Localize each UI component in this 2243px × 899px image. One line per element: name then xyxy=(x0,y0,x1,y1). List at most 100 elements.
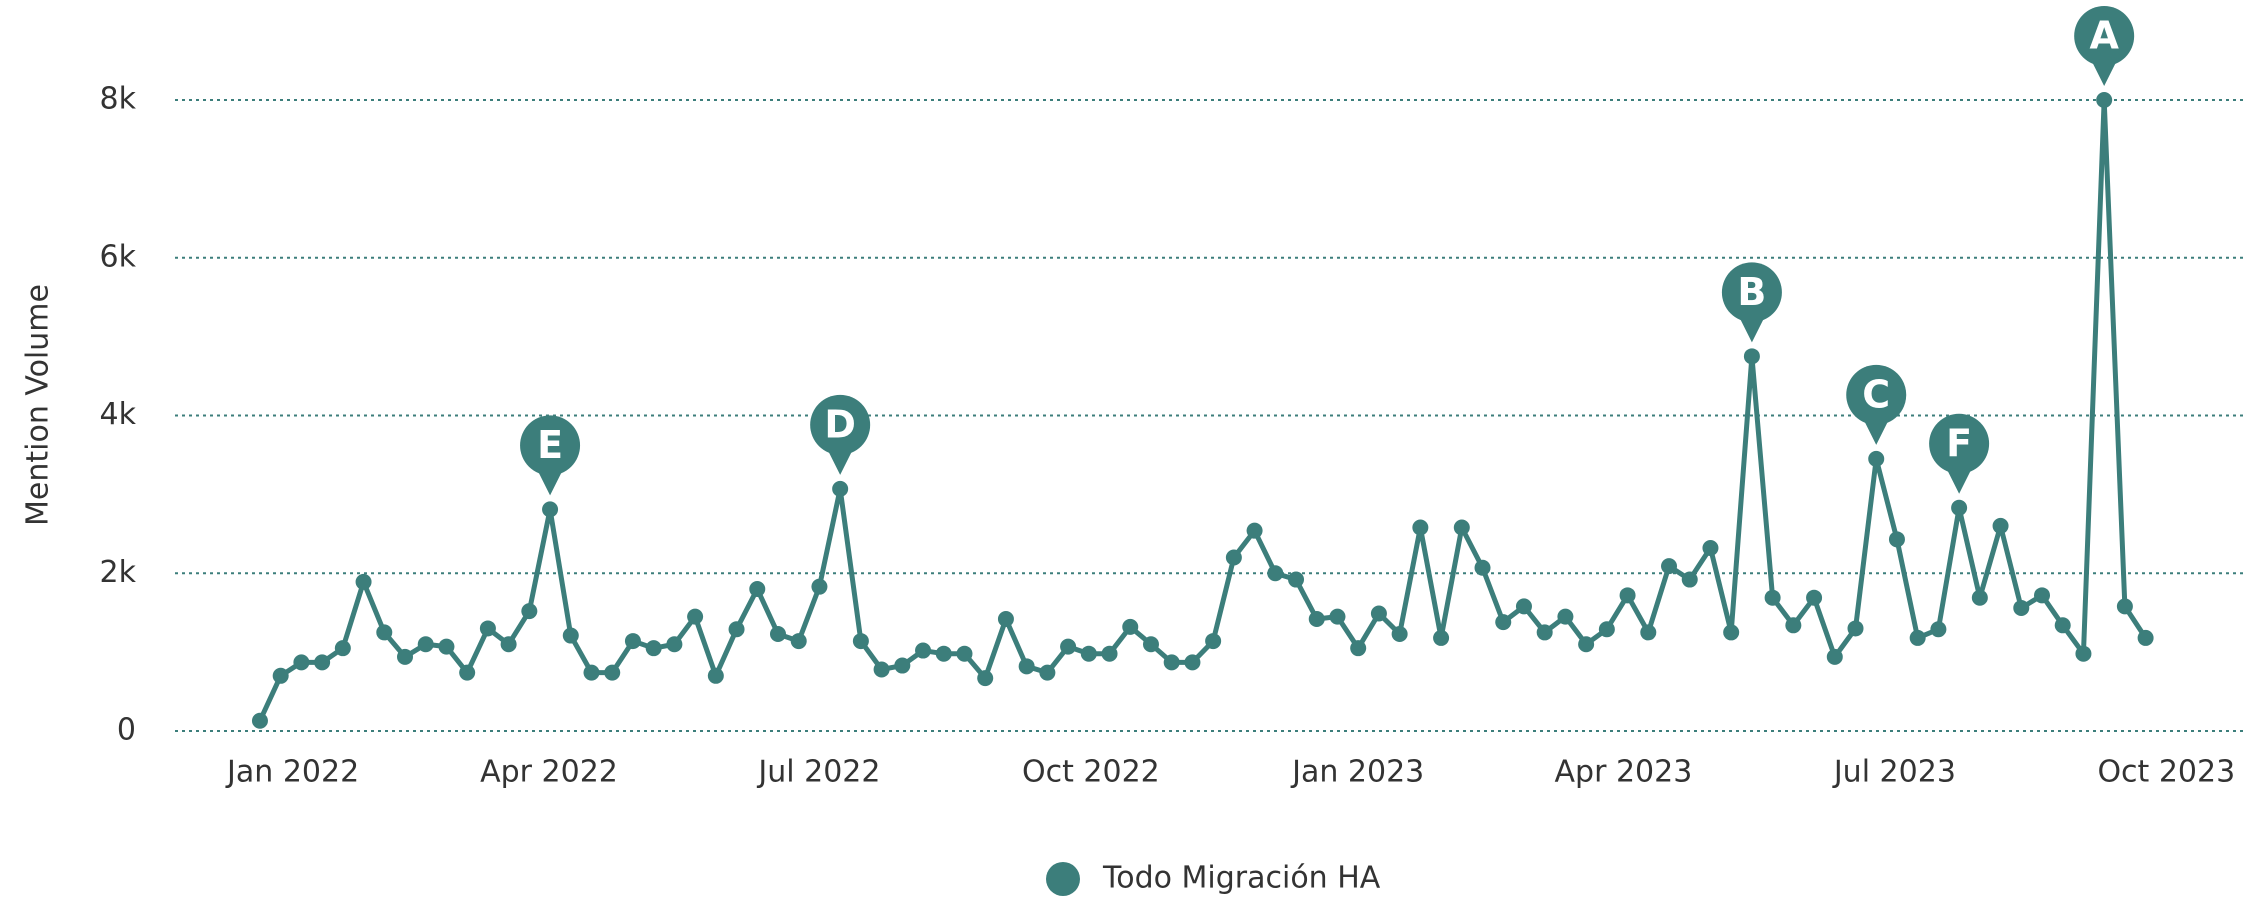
x-tick-label: Jan 2023 xyxy=(1290,755,1424,790)
point xyxy=(1951,499,1968,516)
point xyxy=(604,664,621,681)
point xyxy=(1702,540,1719,557)
x-tick-label: Apr 2023 xyxy=(1555,755,1693,790)
point xyxy=(1598,621,1615,638)
pin-label: F xyxy=(1946,421,1972,465)
point xyxy=(1453,519,1470,536)
point xyxy=(1578,636,1595,653)
point xyxy=(1868,450,1885,467)
point xyxy=(1433,629,1450,646)
point xyxy=(790,633,807,650)
point xyxy=(687,608,704,625)
point xyxy=(417,636,434,653)
point xyxy=(2054,617,2071,634)
pin-label: D xyxy=(824,402,856,446)
point xyxy=(645,640,662,657)
annotation-pin: E xyxy=(520,415,581,496)
point xyxy=(1847,620,1864,637)
point xyxy=(811,578,828,595)
pin-label: A xyxy=(2089,14,2119,58)
point xyxy=(479,620,496,637)
point xyxy=(832,480,849,497)
point xyxy=(314,654,331,671)
point xyxy=(1391,625,1408,642)
point xyxy=(666,636,683,653)
point xyxy=(1681,571,1698,588)
y-tick-label: 6k xyxy=(100,239,137,274)
point xyxy=(1971,589,1988,606)
point xyxy=(2075,645,2092,662)
point xyxy=(355,573,372,590)
point xyxy=(1474,559,1491,576)
point xyxy=(2013,599,2030,616)
pin-shape xyxy=(1947,469,1972,494)
point xyxy=(769,625,786,642)
pin-shape xyxy=(828,450,853,475)
point xyxy=(583,664,600,681)
point xyxy=(1122,618,1139,635)
point xyxy=(1350,640,1367,657)
point xyxy=(624,633,641,650)
point xyxy=(1515,598,1532,615)
point xyxy=(1080,645,1097,662)
pin-label: B xyxy=(1737,270,1766,314)
pin-circle xyxy=(810,394,871,455)
point xyxy=(1101,645,1118,662)
pin-label: C xyxy=(1862,372,1890,416)
point xyxy=(1557,608,1574,625)
y-tick-label: 0 xyxy=(117,713,136,748)
point xyxy=(1018,658,1035,675)
point xyxy=(500,636,517,653)
annotation-pin: D xyxy=(810,394,871,475)
point xyxy=(293,654,310,671)
point xyxy=(1267,565,1284,582)
point xyxy=(272,667,289,684)
y-tick-label: 8k xyxy=(100,82,137,117)
annotation-pin: A xyxy=(2074,6,2135,86)
x-tick-label: Jan 2022 xyxy=(225,755,359,790)
point xyxy=(376,624,393,641)
pin-shape xyxy=(1739,318,1764,343)
point xyxy=(1806,589,1823,606)
pin-shape xyxy=(1864,420,1889,445)
point xyxy=(2096,92,2113,108)
point xyxy=(1826,648,1843,665)
y-tick-label: 2k xyxy=(100,555,137,590)
annotation-pin: B xyxy=(1721,262,1782,343)
point xyxy=(997,610,1014,627)
point xyxy=(1888,531,1905,548)
y-tick-label: 4k xyxy=(100,397,137,432)
point xyxy=(749,581,766,598)
point xyxy=(438,638,455,655)
point xyxy=(1743,348,1760,365)
pin-circle xyxy=(1846,364,1907,425)
point xyxy=(334,640,351,657)
x-tick-label: Jul 2022 xyxy=(756,755,880,790)
y-axis-title: Mention Volume xyxy=(21,284,56,526)
pin-shape xyxy=(538,471,563,496)
point xyxy=(1142,636,1159,653)
point xyxy=(1495,614,1512,631)
point xyxy=(707,667,724,684)
point xyxy=(1909,629,1926,646)
point xyxy=(1039,664,1056,681)
point xyxy=(1930,621,1947,638)
point xyxy=(1288,571,1305,588)
point xyxy=(1370,605,1387,622)
point xyxy=(915,642,932,659)
pin-circle xyxy=(520,415,581,476)
x-tick-label: Apr 2022 xyxy=(480,755,618,790)
point xyxy=(1661,558,1678,575)
point xyxy=(1205,633,1222,650)
pin-circle xyxy=(1929,413,1990,474)
point xyxy=(2137,629,2154,646)
point xyxy=(1329,608,1346,625)
x-tick-label: Oct 2022 xyxy=(1022,755,1160,790)
pin-label: E xyxy=(537,423,563,467)
pin-circle xyxy=(2074,6,2135,66)
annotation-pin: C xyxy=(1846,364,1907,445)
point xyxy=(894,657,911,674)
point xyxy=(1536,624,1553,641)
point xyxy=(1060,638,1077,655)
